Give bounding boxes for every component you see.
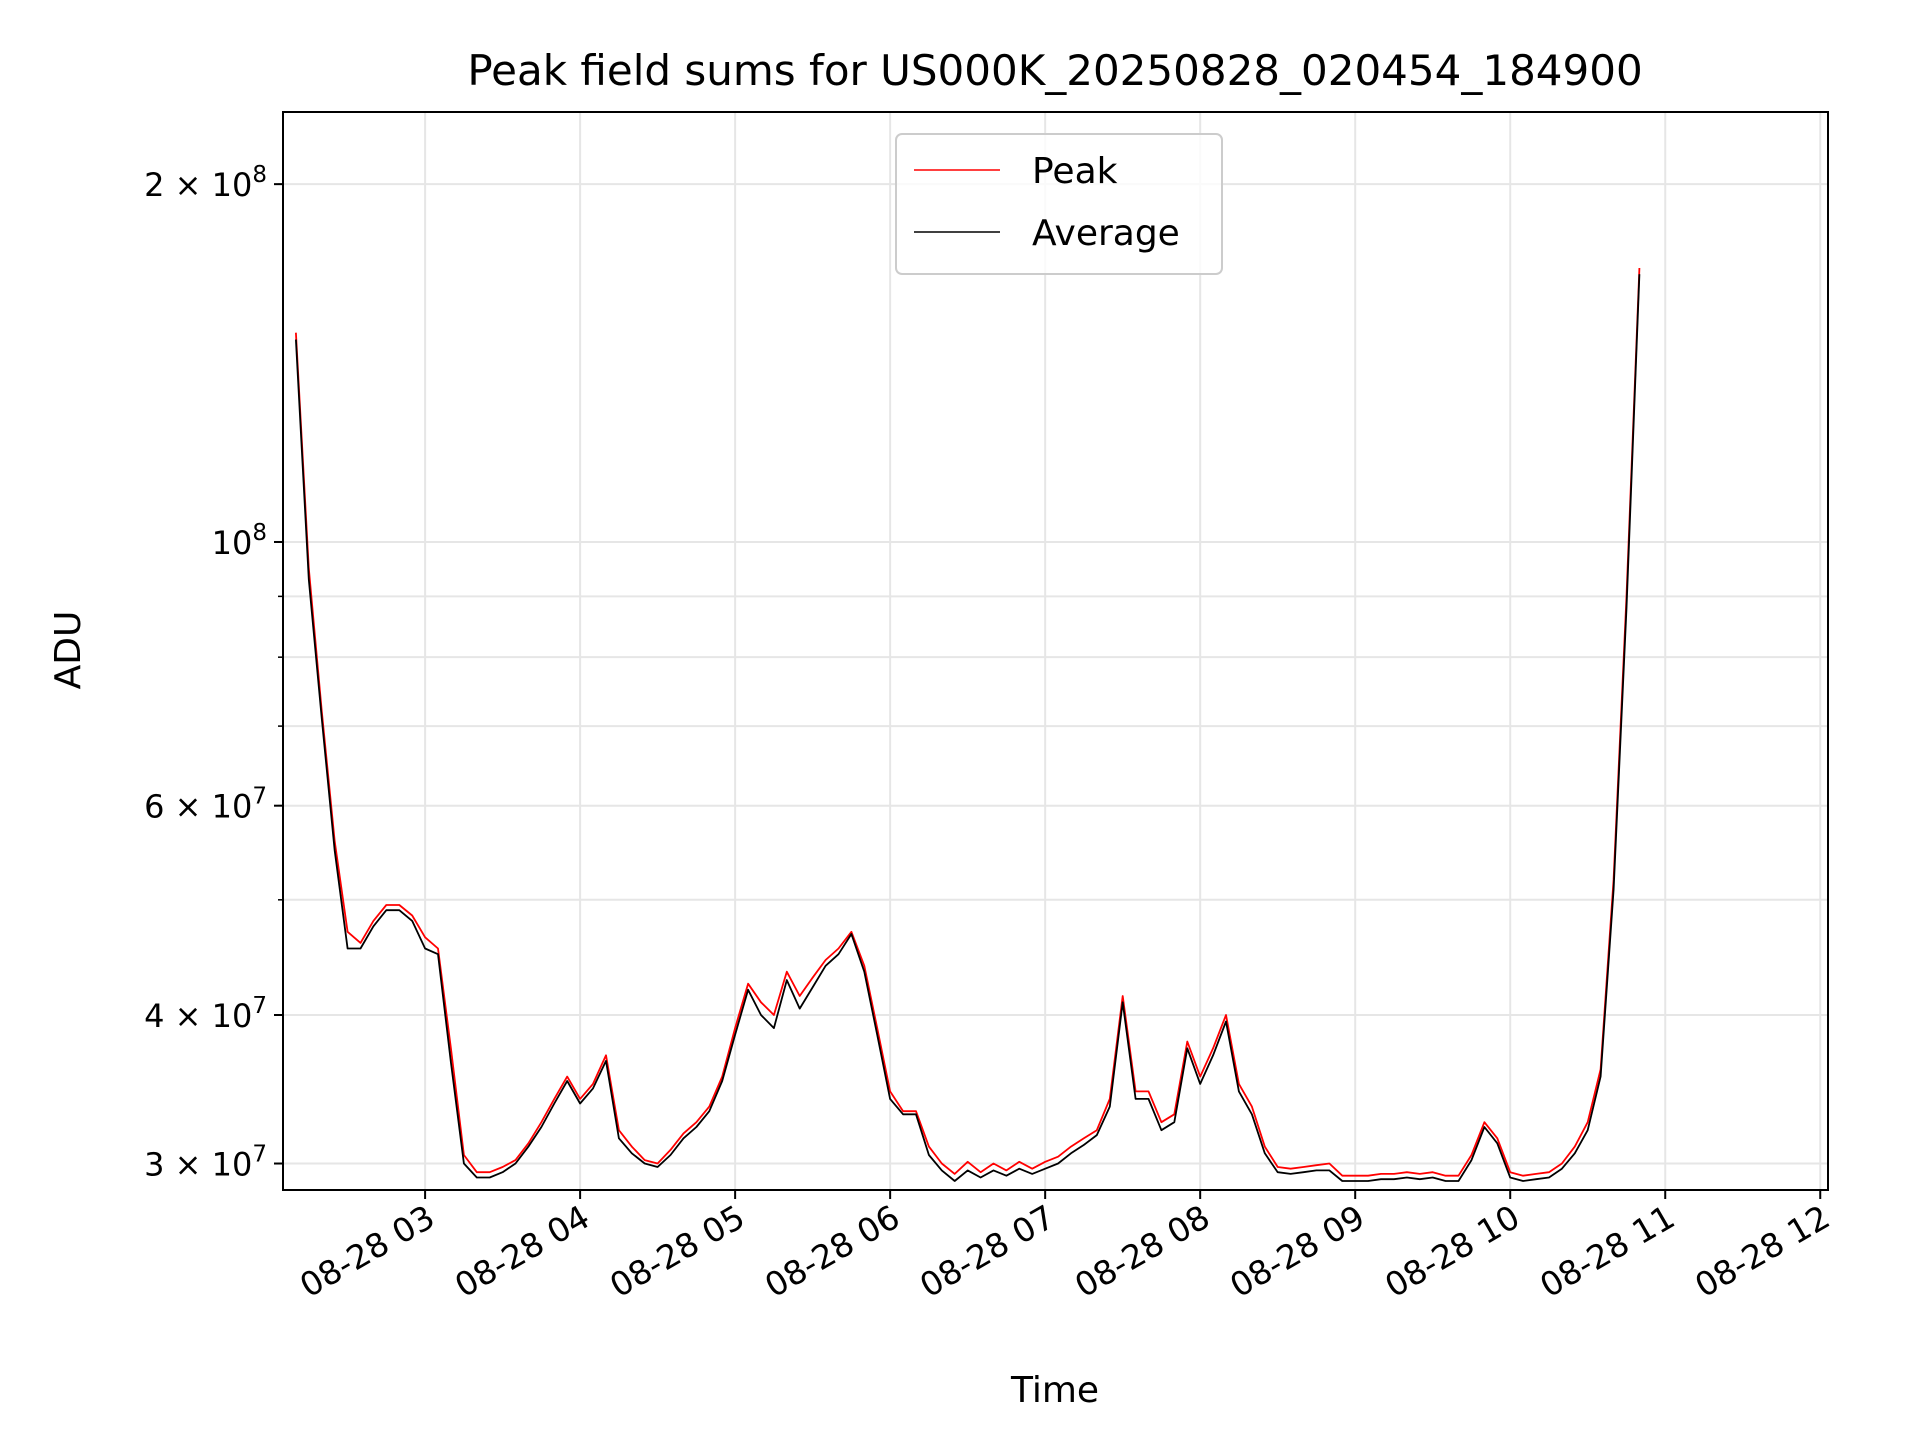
legend-box (895, 133, 1223, 275)
legend-label-peak: Peak (1032, 151, 1118, 192)
legend: Peak Average (895, 133, 1223, 275)
y-tick-label: 2 × 108 (144, 162, 267, 204)
y-tick-label: 6 × 107 (144, 784, 267, 826)
chart-title: Peak field sums for US000K_20250828_0204… (467, 46, 1642, 95)
y-axis: 3 × 107 4 × 107 6 × 107 108 2 × 108 (144, 162, 283, 1184)
plot-area-frame (282, 111, 1829, 1191)
y-tick-label: 3 × 107 (144, 1142, 267, 1184)
series-layer (295, 267, 1641, 1182)
y-axis-label: ADU (48, 611, 89, 690)
series-line-peak (295, 267, 1641, 1177)
y-tick-label: 108 (212, 520, 267, 562)
grid (283, 112, 1828, 1190)
series-line-average (295, 274, 1641, 1182)
x-axis-label: Time (1010, 1370, 1099, 1411)
legend-label-average: Average (1032, 213, 1180, 254)
y-tick-label: 4 × 107 (144, 993, 267, 1035)
